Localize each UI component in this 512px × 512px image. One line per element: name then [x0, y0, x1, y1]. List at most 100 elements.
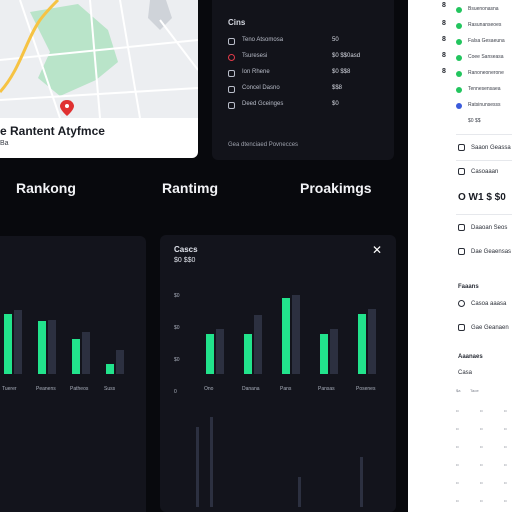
status-dot-icon [456, 39, 462, 45]
stats-row[interactable]: Ion Rhene $0 $$8 [228, 68, 378, 82]
stats-row[interactable]: Deed Gceinges $0 [228, 100, 378, 114]
chart-bar-secondary [330, 329, 338, 374]
chart-bar-primary [72, 338, 80, 374]
panel-list-label: Coee Sanseasa [468, 54, 504, 60]
panel-item[interactable]: Daaoan Seos [458, 224, 507, 231]
secondary-bar [360, 457, 363, 507]
cube-icon [458, 248, 465, 255]
panel-item[interactable]: Casoaaan [458, 168, 498, 175]
stats-row-value: $0 $$0asd [332, 53, 361, 59]
map-card[interactable]: e Rantent Atyfmce Ba [0, 0, 198, 158]
panel-item-label: Saaon Geassa [471, 145, 511, 152]
panel-item[interactable]: Gae Geanaen [458, 324, 509, 331]
settings-icon [228, 86, 235, 93]
stats-row-value: 50 [332, 37, 339, 43]
y-tick-label: 0 [174, 389, 177, 395]
list-marker: 8 [442, 2, 446, 9]
panel-item[interactable]: Casoa aaasa [458, 300, 506, 307]
panel-big-value: O W1 $ $0 [458, 192, 506, 203]
stats-row-label: Deed Gceinges [242, 101, 284, 107]
chart-card-left: Tuerer Peanens Patheos Suss [0, 236, 146, 512]
chart-subtitle: $0 $$0 [174, 257, 196, 264]
calendar-icon [228, 38, 235, 45]
checkbox-icon [458, 324, 465, 331]
secondary-bar [196, 427, 199, 507]
chart-bar-primary [320, 333, 328, 374]
panel-value-text: $0 $$ [468, 118, 481, 124]
list-marker: 8 [442, 52, 446, 59]
panel-list-item[interactable]: Falsa Gesaeuna [456, 36, 512, 48]
x-tick-label: Tuerer [2, 386, 17, 392]
diamond-icon [458, 168, 465, 175]
panel-item-label: Casoaaan [471, 169, 499, 176]
heading-ratings: Rantimg [162, 180, 218, 196]
panel-item-label: Casoa aaasa [471, 301, 507, 308]
stats-row-label: Teno Atsomosa [242, 37, 284, 43]
panel-item-label: Gae Geanaen [471, 325, 509, 332]
alert-icon [228, 54, 235, 61]
x-tick-label: Danana [242, 386, 260, 392]
panel-list-label: Tennesensaea [468, 86, 501, 92]
panel-list-label: Ratsinunsesss [468, 102, 501, 108]
close-icon[interactable]: ✕ [371, 243, 382, 257]
panel-list-item[interactable]: Rasunanseoes [456, 20, 512, 32]
grid-cell: •• [480, 408, 483, 413]
grid-cell: •• [504, 444, 507, 449]
list-marker: 8 [442, 20, 446, 27]
panel-value: $0 $$ [456, 116, 512, 128]
panel-list-item[interactable]: Coee Sanseasa [456, 52, 512, 64]
chart-bar-secondary [82, 332, 90, 374]
secondary-chart [196, 417, 363, 507]
panel-section-subtitle: Casa [458, 370, 473, 376]
x-tick-label: Pansas [318, 386, 335, 392]
secondary-bar [298, 477, 301, 507]
status-dot-icon [456, 103, 462, 109]
chart-bar-primary [244, 334, 252, 374]
panel-list-item[interactable]: Bsuenonasna [456, 4, 512, 16]
chart-card-middle: Cascs $0 $$0 ✕ Ono Danana Pans Pansas Posene… [160, 235, 396, 512]
chart-bar-primary [38, 321, 46, 374]
grid-cell: •• [456, 444, 459, 449]
panel-list-label: Rasunanseoes [468, 22, 502, 28]
panel-item[interactable]: Saaon Geassa [458, 144, 511, 151]
chart-bar-primary [282, 298, 290, 374]
grid-cell: •• [480, 462, 483, 467]
circle-icon [458, 144, 465, 151]
map-location-subtitle: Ba [0, 140, 9, 147]
panel-list-item[interactable]: Ranoneonerone [456, 68, 512, 80]
chart-bar-primary [358, 313, 366, 374]
stats-row[interactable]: Tsuresesi $0 $$0asd [228, 52, 378, 66]
chart-bar-secondary [216, 329, 224, 374]
y-tick-label: $0 [174, 357, 180, 363]
divider [456, 160, 512, 161]
x-tick-label: Patheos [70, 386, 89, 392]
panel-list-label: Bsuenonasna [468, 6, 499, 12]
divider [456, 134, 512, 135]
stats-row-value: $0 [332, 101, 339, 107]
panel-section-title: Aaanaes [458, 354, 483, 360]
panel-item-label: Daaoan Seos [471, 225, 508, 232]
map-view[interactable] [0, 0, 198, 118]
grid-cell: •• [504, 498, 507, 503]
status-dot-icon [456, 71, 462, 77]
list-marker: 8 [442, 36, 446, 43]
stats-row[interactable]: Teno Atsomosa 50 [228, 36, 378, 50]
panel-list-item[interactable]: Ratsinunsesss [456, 100, 512, 112]
stats-row[interactable]: Concel Dasno $$8 [228, 84, 378, 98]
panel-item[interactable]: Dae Geaensas [458, 248, 511, 255]
status-dot-icon [456, 7, 462, 13]
right-side-panel: 8 8 8 8 8 $0 $$ Saaon Geassa Casoaaan O … [408, 0, 512, 512]
panel-list-item[interactable]: Tennesensaea [456, 84, 512, 96]
chart-bar-primary [4, 314, 12, 374]
chart-bar-secondary [116, 350, 124, 374]
chart-bar-secondary [292, 294, 300, 374]
stats-row-label: Tsuresesi [242, 53, 268, 59]
grid-cell: •• [480, 444, 483, 449]
x-tick-label: Ono [204, 386, 214, 392]
status-dot-icon [456, 87, 462, 93]
stats-card: Cins Teno Atsomosa 50 Tsuresesi $0 $$0as… [212, 0, 394, 160]
grid-cell: •• [504, 462, 507, 467]
stats-footer-link[interactable]: Gea dtenciaed Povnecces [228, 142, 299, 148]
list-marker: 8 [442, 68, 446, 75]
grid-cell: •• [504, 408, 507, 413]
